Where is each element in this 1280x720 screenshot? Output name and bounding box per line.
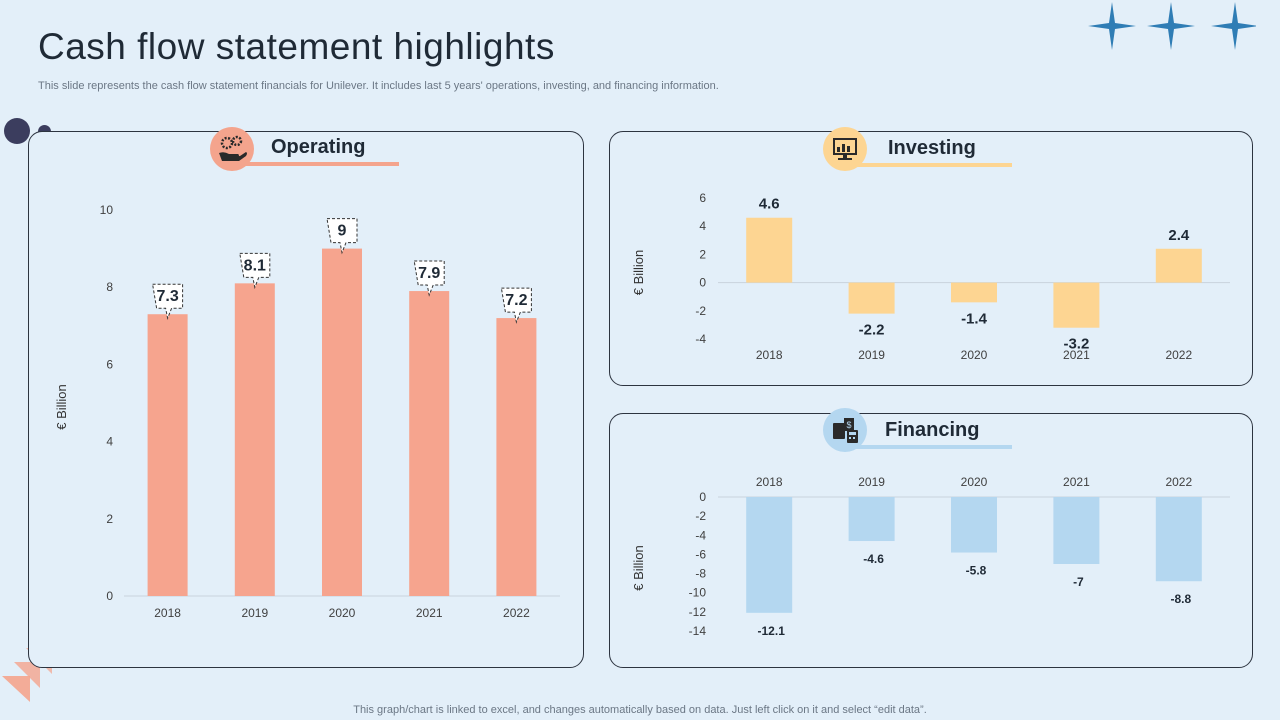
x-tick-label: 2021: [1063, 348, 1090, 362]
investing-panel: [609, 131, 1253, 386]
y-tick-label: -4: [695, 528, 706, 542]
bar-operating-2019[interactable]: [234, 283, 275, 596]
y-tick-label: 2: [699, 247, 706, 261]
y-tick-label: 10: [100, 203, 114, 217]
data-label: -2.2: [859, 322, 885, 339]
bar-operating-2018[interactable]: [147, 314, 188, 596]
monitor-chart-icon: [833, 138, 857, 160]
x-tick-label: 2020: [329, 606, 356, 620]
operating-underline: [238, 162, 399, 166]
data-label: -1.4: [961, 310, 988, 327]
bar-financing-2022[interactable]: [1155, 497, 1202, 582]
y-tick-label: -8: [695, 567, 706, 581]
data-label: -7: [1073, 575, 1084, 589]
investing-underline: [851, 163, 1012, 167]
financing-panel: [609, 413, 1253, 668]
y-tick-label: -2: [695, 304, 706, 318]
decorative-stars: [1088, 2, 1256, 50]
bar-financing-2021[interactable]: [1053, 497, 1100, 564]
x-tick-label: 2022: [503, 606, 530, 620]
data-label: 7.3: [156, 288, 178, 305]
y-axis-label: € Billion: [54, 384, 69, 430]
bar-financing-2019[interactable]: [848, 497, 895, 542]
y-tick-label: 2: [106, 512, 113, 526]
svg-text:$: $: [847, 420, 852, 430]
x-tick-label: 2020: [961, 348, 988, 362]
operating-title: Operating: [271, 136, 366, 158]
calculator-money-icon: $: [833, 418, 858, 443]
x-tick-label: 2022: [1165, 475, 1192, 489]
data-label: -4.6: [863, 552, 884, 566]
star-icon: [1088, 2, 1136, 50]
operating-panel: [28, 131, 584, 668]
callout-box: [326, 218, 358, 255]
bar-investing-2018[interactable]: [746, 217, 793, 283]
y-tick-label: -12: [689, 605, 707, 619]
bar-investing-2022[interactable]: [1155, 248, 1202, 283]
bar-financing-2018[interactable]: [746, 497, 793, 613]
y-tick-label: -4: [695, 332, 706, 346]
y-axis-label: € Billion: [631, 545, 646, 591]
y-tick-label: 8: [106, 280, 113, 294]
data-label: 8.1: [244, 257, 266, 274]
x-tick-label: 2019: [241, 606, 268, 620]
star-icon: [1147, 2, 1195, 50]
y-tick-label: 6: [699, 191, 706, 205]
investing-title: Investing: [888, 137, 976, 159]
x-tick-label: 2021: [416, 606, 443, 620]
bar-operating-2022[interactable]: [496, 318, 537, 596]
x-tick-label: 2018: [154, 606, 181, 620]
y-tick-label: -2: [695, 509, 706, 523]
page-title: Cash flow statement highlights: [38, 26, 555, 67]
x-tick-label: 2019: [858, 348, 885, 362]
bar-financing-2020[interactable]: [951, 497, 997, 553]
data-label: 9: [338, 223, 347, 240]
decorative-dot: [4, 118, 30, 144]
callout-box: [239, 252, 271, 290]
star-icon: [1211, 2, 1256, 50]
data-label: 4.6: [759, 196, 780, 213]
y-tick-label: -6: [695, 547, 706, 561]
bar-investing-2021[interactable]: [1053, 282, 1100, 328]
x-tick-label: 2020: [961, 475, 988, 489]
x-tick-label: 2018: [756, 348, 783, 362]
bar-investing-2020[interactable]: [951, 282, 997, 303]
x-tick-label: 2019: [858, 475, 885, 489]
page-subtitle: This slide represents the cash flow stat…: [38, 80, 719, 92]
y-tick-label: 6: [106, 357, 113, 371]
x-tick-label: 2021: [1063, 475, 1090, 489]
data-label: 7.9: [418, 265, 440, 282]
financing-title: Financing: [885, 419, 980, 441]
y-tick-label: 0: [106, 589, 113, 603]
x-tick-label: 2018: [756, 475, 783, 489]
callout-box: [500, 287, 532, 324]
y-tick-label: 4: [106, 435, 113, 449]
callout-box: [413, 260, 445, 297]
callout-box: [152, 283, 184, 320]
data-label: -3.2: [1063, 336, 1089, 353]
footer-note: This graph/chart is linked to excel, and…: [353, 704, 927, 716]
financing-badge: $: [823, 408, 867, 452]
y-tick-label: 0: [699, 276, 706, 290]
bar-investing-2019[interactable]: [848, 282, 895, 314]
y-axis-label: € Billion: [631, 250, 646, 296]
data-label: -12.1: [758, 624, 786, 638]
y-tick-label: 0: [699, 490, 706, 504]
data-label: 7.2: [505, 292, 527, 309]
x-tick-label: 2022: [1165, 348, 1192, 362]
y-tick-label: -14: [689, 624, 707, 638]
hand-gears-icon: [219, 135, 247, 161]
data-label: 2.4: [1168, 227, 1190, 244]
data-label: -8.8: [1170, 592, 1191, 606]
data-label: -5.8: [966, 564, 987, 578]
y-tick-label: -10: [689, 586, 707, 600]
bar-operating-2021[interactable]: [409, 291, 450, 596]
bar-operating-2020[interactable]: [322, 248, 362, 596]
y-tick-label: 4: [699, 219, 706, 233]
financing-underline: [851, 445, 1012, 449]
